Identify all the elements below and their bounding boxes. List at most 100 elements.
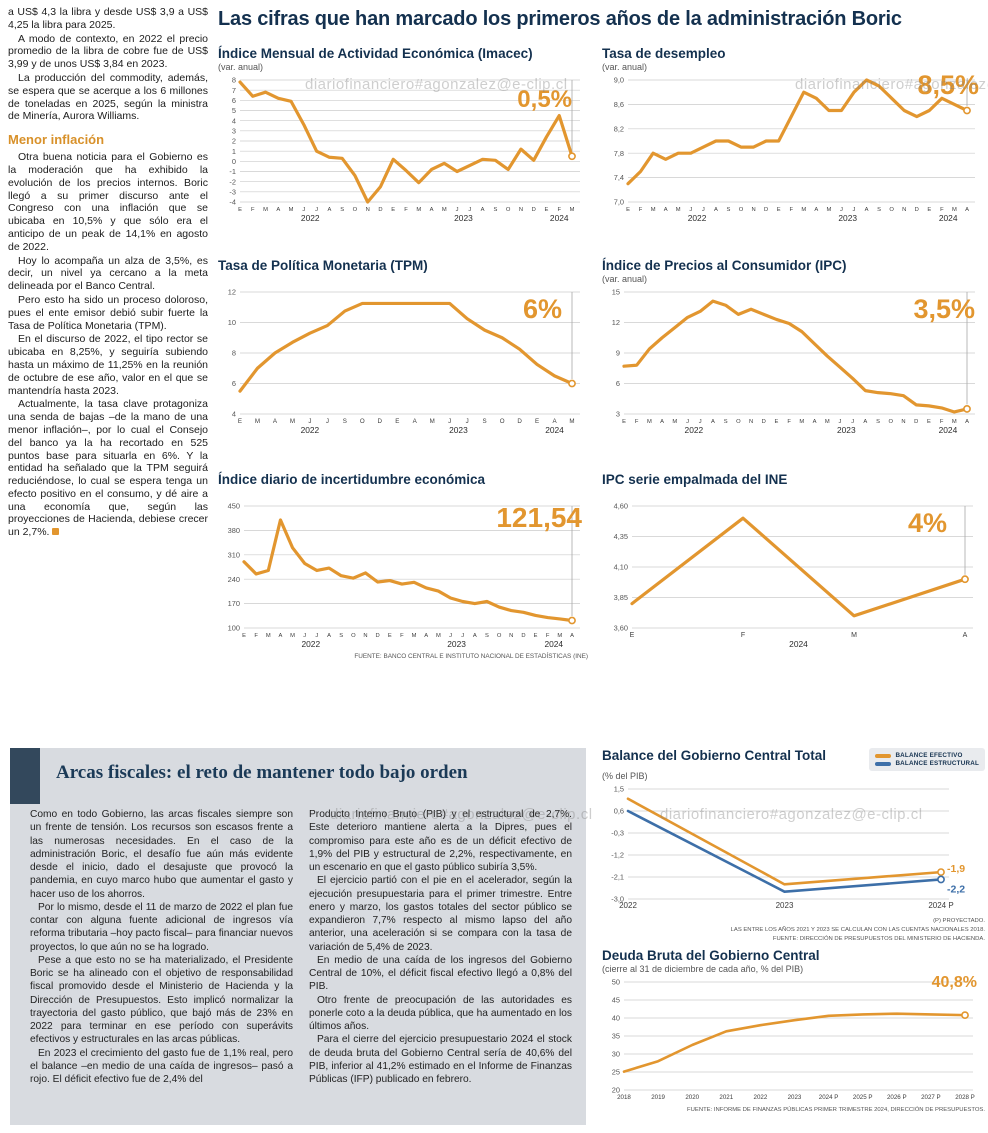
svg-text:8,2: 8,2 xyxy=(614,124,624,133)
svg-text:M: M xyxy=(436,633,441,639)
svg-text:E: E xyxy=(238,418,242,425)
svg-text:F: F xyxy=(940,207,944,213)
chart-big-value: 0,5% xyxy=(517,86,572,113)
svg-text:30: 30 xyxy=(612,1050,620,1059)
svg-text:M: M xyxy=(651,207,656,213)
svg-text:E: E xyxy=(391,207,395,213)
svg-text:A: A xyxy=(965,419,969,425)
tpm-chart-card: Tasa de Política Monetaria (TPM) 6% 12 10… xyxy=(218,258,588,438)
svg-text:M: M xyxy=(412,633,417,639)
svg-text:F: F xyxy=(639,207,643,213)
legend-swatch-estructural xyxy=(875,761,892,766)
svg-text:O: O xyxy=(889,419,894,425)
svg-text:E: E xyxy=(388,633,392,639)
svg-text:J: J xyxy=(839,419,842,425)
svg-text:J: J xyxy=(449,633,452,639)
svg-text:M: M xyxy=(266,633,271,639)
svg-text:E: E xyxy=(535,418,539,425)
svg-text:M: M xyxy=(255,418,260,425)
legend-item: BALANCE EFECTIVO xyxy=(875,752,979,759)
chart-big-value: 40,8% xyxy=(931,974,977,991)
svg-text:J: J xyxy=(315,207,318,213)
fiscal-column-1: Como en todo Gobierno, las arcas fiscale… xyxy=(30,808,293,1086)
svg-text:0,6: 0,6 xyxy=(614,807,624,816)
svg-text:E: E xyxy=(545,207,549,213)
svg-text:F: F xyxy=(546,633,550,639)
svg-text:M: M xyxy=(289,207,294,213)
chart-subtitle: (var. anual) xyxy=(602,274,648,284)
svg-text:M: M xyxy=(290,633,295,639)
chart-subtitle: (var. anual) xyxy=(218,62,264,72)
svg-text:A: A xyxy=(279,633,283,639)
svg-text:F: F xyxy=(635,419,639,425)
svg-text:O: O xyxy=(889,207,894,213)
svg-text:A: A xyxy=(424,633,428,639)
svg-text:100: 100 xyxy=(228,624,240,633)
svg-text:D: D xyxy=(376,633,380,639)
svg-text:7,0: 7,0 xyxy=(614,198,624,207)
svg-text:12: 12 xyxy=(228,288,236,297)
paragraph: En 2023 el crecimiento del gasto fue de … xyxy=(30,1047,293,1086)
svg-text:M: M xyxy=(442,207,447,213)
svg-text:M: M xyxy=(825,419,830,425)
chart-title: Tasa de Política Monetaria (TPM) xyxy=(218,258,428,273)
svg-text:2022: 2022 xyxy=(685,425,704,435)
svg-text:-2: -2 xyxy=(229,177,236,186)
svg-text:2022: 2022 xyxy=(301,639,320,649)
svg-text:A: A xyxy=(664,207,668,213)
paragraph: Producto Interno Bruto (PIB) y el estruc… xyxy=(309,809,572,873)
svg-text:A: A xyxy=(963,632,968,639)
svg-text:A: A xyxy=(473,633,477,639)
svg-text:7,8: 7,8 xyxy=(614,149,624,158)
chart-title: IPC serie empalmada del INE xyxy=(602,472,788,487)
svg-text:M: M xyxy=(952,207,957,213)
svg-text:-3,0: -3,0 xyxy=(611,895,624,904)
svg-text:M: M xyxy=(826,207,831,213)
svg-text:50: 50 xyxy=(612,978,620,987)
balance-notes: (P) PROYECTADO. LAS ENTRE LOS AÑOS 2021 … xyxy=(602,917,985,944)
svg-text:9,0: 9,0 xyxy=(614,76,624,85)
svg-text:D: D xyxy=(914,419,918,425)
svg-text:2023: 2023 xyxy=(449,425,468,435)
svg-text:2022: 2022 xyxy=(688,213,707,223)
chart-title: Índice Mensual de Actividad Económica (I… xyxy=(218,46,533,61)
svg-text:O: O xyxy=(736,419,741,425)
desempleo-chart-card: Tasa de desempleo (var. anual) 8,5% 9,0 8… xyxy=(602,46,985,226)
paragraph: Por lo mismo, desde el 11 de marzo de 20… xyxy=(30,901,293,953)
svg-text:-1: -1 xyxy=(229,167,236,176)
svg-text:240: 240 xyxy=(228,575,240,584)
svg-text:4: 4 xyxy=(232,410,236,419)
svg-text:M: M xyxy=(557,633,562,639)
svg-text:A: A xyxy=(430,207,434,213)
svg-text:J: J xyxy=(326,418,329,425)
svg-text:D: D xyxy=(378,418,383,425)
chart-subtitle xyxy=(602,488,985,500)
chart-subtitle xyxy=(218,274,588,286)
svg-text:2019: 2019 xyxy=(651,1094,665,1101)
svg-text:F: F xyxy=(787,419,791,425)
svg-text:O: O xyxy=(739,207,744,213)
svg-text:D: D xyxy=(521,633,525,639)
svg-text:D: D xyxy=(762,419,766,425)
svg-text:2024: 2024 xyxy=(544,639,563,649)
svg-text:12: 12 xyxy=(612,318,620,327)
svg-text:2024: 2024 xyxy=(550,213,569,223)
svg-text:M: M xyxy=(569,418,574,425)
paragraph: Actualmente, la tasa clave protagoniza u… xyxy=(8,398,208,539)
svg-text:2020: 2020 xyxy=(685,1094,699,1101)
svg-text:2021: 2021 xyxy=(719,1094,733,1101)
svg-text:J: J xyxy=(461,633,464,639)
svg-text:A: A xyxy=(711,419,715,425)
svg-text:A: A xyxy=(814,207,818,213)
deuda-note-wrap: FUENTE: INFORME DE FINANZAS PÚBLICAS PRI… xyxy=(602,1106,985,1115)
svg-text:A: A xyxy=(481,207,485,213)
accent-bar xyxy=(10,748,40,804)
svg-text:2024: 2024 xyxy=(545,425,564,435)
svg-text:M: M xyxy=(676,207,681,213)
svg-text:3: 3 xyxy=(232,126,236,135)
svg-text:2024 P: 2024 P xyxy=(928,901,953,910)
svg-text:N: N xyxy=(749,419,753,425)
